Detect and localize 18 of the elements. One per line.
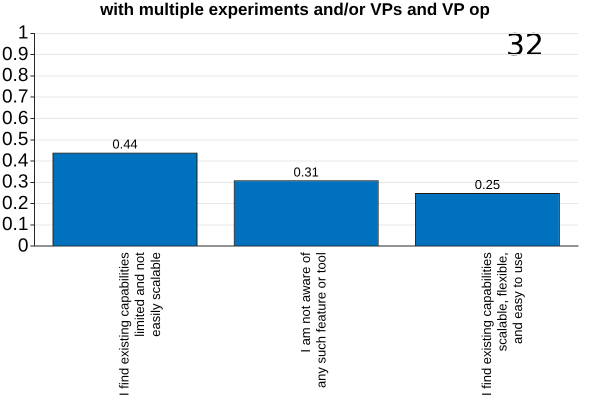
y-tick-label: 1 <box>18 22 28 44</box>
y-tick-label: 0.9 <box>2 44 28 65</box>
y-tick-label: 0.2 <box>2 192 28 214</box>
y-tick-label: 0 <box>18 235 28 256</box>
y-tick-label: 0.4 <box>2 150 29 172</box>
data-label: 0.25 <box>474 177 500 192</box>
x-tick-label: I find existing capabilities scalable, flexible, and easy to use <box>478 252 526 396</box>
chart-title: with multiple experiments and/or VPs and VP op <box>99 0 491 20</box>
y-tick-label: 0.7 <box>2 86 28 108</box>
data-label: 0.44 <box>112 136 138 152</box>
y-tick-label: 0.6 <box>2 108 28 129</box>
x-tick-label: I find existing capabilities limited and not easily scalable <box>116 252 163 396</box>
x-tick-label: I am not aware of any such feature or tool <box>298 252 328 388</box>
y-tick-label: 0.3 <box>2 172 28 193</box>
y-tick-label: 0.8 <box>2 65 28 86</box>
y-tick-label: 0.5 <box>2 129 28 150</box>
data-label: 0.31 <box>294 164 319 180</box>
y-tick-label: 0.1 <box>2 214 28 236</box>
